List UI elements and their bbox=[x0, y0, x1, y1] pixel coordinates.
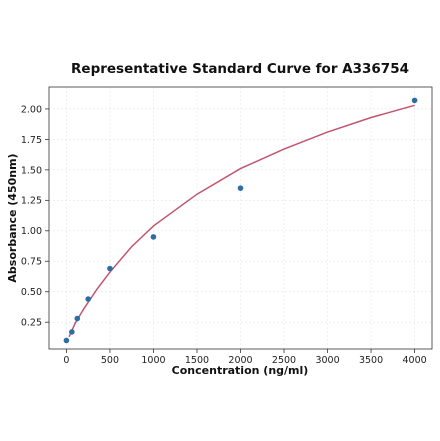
x-tick-label: 2500 bbox=[272, 355, 296, 366]
x-tick-label: 1500 bbox=[185, 355, 209, 366]
data-point bbox=[74, 315, 81, 322]
y-axis-label: Absorbance (450nm) bbox=[6, 153, 19, 282]
x-axis-label: Concentration (ng/ml) bbox=[172, 364, 309, 377]
y-axis-ticks: 0.25 0.50 0.75 1.00 1.25 1.50 1.75 2.00 bbox=[21, 104, 49, 329]
x-tick-label: 1000 bbox=[141, 355, 165, 366]
chart-title: Representative Standard Curve for A33675… bbox=[71, 61, 409, 77]
y-tick-label: 1.00 bbox=[21, 226, 42, 237]
x-tick-label: 0 bbox=[63, 355, 69, 366]
data-point bbox=[150, 234, 157, 240]
data-point bbox=[63, 337, 70, 344]
data-point bbox=[411, 97, 418, 104]
y-tick-label: 0.25 bbox=[21, 318, 42, 329]
x-tick-label: 4000 bbox=[402, 355, 426, 366]
x-tick-label: 500 bbox=[101, 355, 119, 366]
data-point bbox=[69, 329, 75, 335]
x-tick-label: 2000 bbox=[228, 355, 252, 366]
grid bbox=[49, 87, 432, 349]
y-tick-label: 1.25 bbox=[21, 196, 42, 207]
y-tick-label: 1.50 bbox=[21, 165, 42, 176]
y-tick-label: 2.00 bbox=[21, 104, 42, 115]
x-tick-label: 3500 bbox=[359, 355, 383, 366]
data-point bbox=[237, 185, 244, 191]
x-tick-label: 3000 bbox=[315, 355, 339, 366]
data-point bbox=[107, 265, 113, 272]
fit-curve-layer bbox=[68, 104, 415, 338]
x-axis-ticks: 0 500 1000 1500 2000 2500 3000 3500 4000 bbox=[63, 349, 427, 366]
fit-curve bbox=[68, 104, 415, 338]
data-points bbox=[63, 97, 418, 344]
y-tick-label: 1.75 bbox=[21, 135, 42, 146]
data-point bbox=[85, 296, 91, 302]
y-tick-label: 0.75 bbox=[21, 257, 42, 268]
plot-frame bbox=[48, 86, 433, 350]
y-tick-label: 0.50 bbox=[21, 287, 42, 298]
